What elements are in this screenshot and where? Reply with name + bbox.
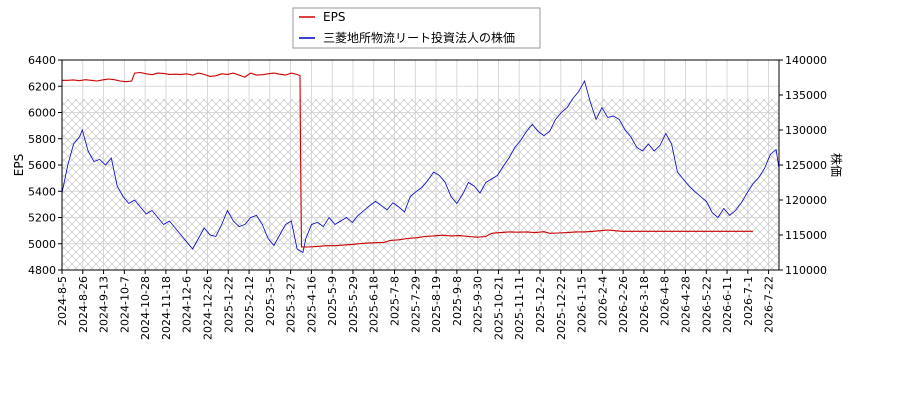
y-axis-left-ticks: 4800 5000 5200 5400 5600 5800 6000 6200 6400 (28, 54, 62, 277)
y-left-tick-label: 5600 (28, 159, 56, 172)
x-tick-label: 2025-11-11 (513, 276, 526, 340)
x-tick-label: 2025-2-12 (243, 276, 256, 333)
x-tick-label: 2024-12-6 (181, 276, 194, 333)
x-tick-label: 2026-2-4 (596, 276, 609, 326)
x-tick-label: 2026-4-8 (659, 276, 672, 326)
y-left-tick-label: 5400 (28, 185, 56, 198)
x-tick-label: 2024-10-28 (139, 276, 152, 340)
x-tick-label: 2024-8-26 (77, 276, 90, 333)
x-tick-label: 2024-8-5 (56, 276, 69, 326)
y-left-tick-label: 4800 (28, 264, 56, 277)
x-tick-label: 2025-4-16 (305, 276, 318, 333)
y-right-tick-label: 115000 (785, 229, 827, 242)
y-left-tick-label: 5000 (28, 238, 56, 251)
legend: EPS 三菱地所物流リート投資法人の株価 (292, 7, 541, 49)
x-tick-label: 2025-1-22 (222, 276, 235, 333)
y-axis-left-label: EPS (12, 154, 26, 176)
x-tick-label: 2025-7-8 (389, 276, 402, 326)
legend-label-eps: EPS (323, 10, 345, 24)
y-left-tick-label: 6400 (28, 54, 56, 67)
y-right-tick-label: 135000 (785, 89, 827, 102)
hatched-band (62, 99, 779, 270)
y-right-tick-label: 140000 (785, 54, 827, 67)
legend-box (292, 7, 541, 49)
y-left-tick-label: 6000 (28, 107, 56, 120)
x-tick-label: 2026-7-22 (763, 276, 776, 333)
x-axis-ticks: 2024-8-5 2024-8-26 2024-9-13 2024-10-7 2024-… (56, 270, 776, 340)
x-tick-label: 2024-11-18 (160, 276, 173, 340)
series-line-stock-price (62, 79, 779, 254)
x-tick-label: 2025-9-30 (472, 276, 485, 333)
x-tick-label: 2026-7-1 (742, 276, 755, 326)
legend-label-stock-price: 三菱地所物流リート投資法人の株価 (323, 30, 515, 45)
x-tick-label: 2025-12-2 (534, 276, 547, 333)
x-tick-label: 2026-3-18 (638, 276, 651, 333)
x-tick-label: 2025-5-29 (347, 276, 360, 333)
x-tick-label: 2025-7-29 (409, 276, 422, 333)
x-tick-label: 2026-2-26 (617, 276, 630, 333)
y-left-tick-label: 5800 (28, 133, 56, 146)
x-tick-label: 2025-12-22 (555, 276, 568, 340)
y-axis-right-label: 株価 (829, 153, 844, 177)
x-tick-label: 2025-6-18 (368, 276, 381, 333)
x-tick-label: 2026-1-15 (576, 276, 589, 333)
x-tick-label: 2025-9-8 (451, 276, 464, 326)
x-tick-label: 2024-9-13 (98, 276, 111, 333)
x-tick-label: 2024-12-26 (201, 276, 214, 340)
y-right-tick-label: 120000 (785, 194, 827, 207)
y-left-tick-label: 6200 (28, 80, 56, 93)
x-tick-label: 2026-6-11 (721, 276, 734, 333)
x-tick-label: 2026-5-22 (700, 276, 713, 333)
x-tick-label: 2025-5-9 (326, 276, 339, 326)
series-line-eps (62, 71, 753, 248)
y-left-tick-label: 5200 (28, 212, 56, 225)
y-right-tick-label: 110000 (785, 264, 827, 277)
x-tick-label: 2025-3-5 (264, 276, 277, 326)
x-tick-label: 2025-10-21 (492, 276, 505, 340)
x-tick-label: 2025-8-19 (430, 276, 443, 333)
x-tick-label: 2026-4-28 (679, 276, 692, 333)
x-tick-label: 2025-3-27 (285, 276, 298, 333)
y-axis-right-ticks: 110000 115000 120000 125000 130000 135000 1400… (779, 54, 827, 277)
grid (62, 60, 779, 270)
y-right-tick-label: 130000 (785, 124, 827, 137)
x-tick-label: 2024-10-7 (118, 276, 131, 333)
y-right-tick-label: 125000 (785, 159, 827, 172)
